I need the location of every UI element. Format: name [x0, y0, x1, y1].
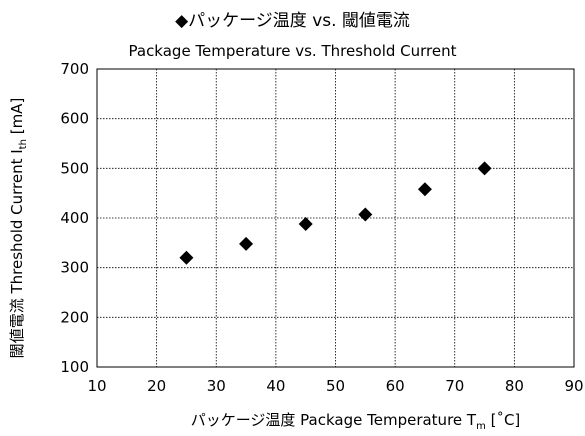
- x-tick-label: 10: [87, 377, 106, 395]
- x-axis-label: パッケージ温度 Package Temperature Tm [˚C]: [191, 411, 521, 432]
- y-tick-label: 200: [60, 308, 89, 326]
- chart-title: ◆パッケージ温度 vs. 閾値電流: [175, 11, 410, 31]
- x-tick-label: 40: [266, 377, 285, 395]
- x-tick-label: 60: [386, 377, 405, 395]
- data-point: [417, 182, 432, 197]
- x-tick-label: 90: [564, 377, 583, 395]
- y-tick-label: 700: [60, 60, 89, 78]
- x-tick-label: 20: [147, 377, 166, 395]
- axis-ticks: 10 20 30 40 50 60 70 80 90 100 200 300 400 500 600 700: [60, 60, 583, 395]
- x-tick-label: 80: [505, 377, 524, 395]
- y-axis-label: 閾値電流 Threshold Current Ith [mA]: [8, 98, 29, 359]
- y-tick-label: 600: [60, 110, 89, 128]
- plot-area: [96, 68, 575, 368]
- data-point: [239, 236, 254, 251]
- data-point: [358, 207, 373, 222]
- x-tick-label: 50: [326, 377, 345, 395]
- x-tick-label: 70: [445, 377, 464, 395]
- y-tick-label: 400: [60, 209, 89, 227]
- y-tick-label: 300: [60, 259, 89, 277]
- chart-subtitle: Package Temperature vs. Threshold Curren…: [128, 42, 457, 60]
- y-tick-label: 500: [60, 159, 89, 177]
- data-point: [179, 250, 194, 265]
- grid: [96, 68, 575, 368]
- data-point: [298, 216, 313, 231]
- data-points: [179, 161, 492, 265]
- y-tick-label: 100: [60, 358, 89, 376]
- data-point: [477, 161, 492, 176]
- x-tick-label: 30: [207, 377, 226, 395]
